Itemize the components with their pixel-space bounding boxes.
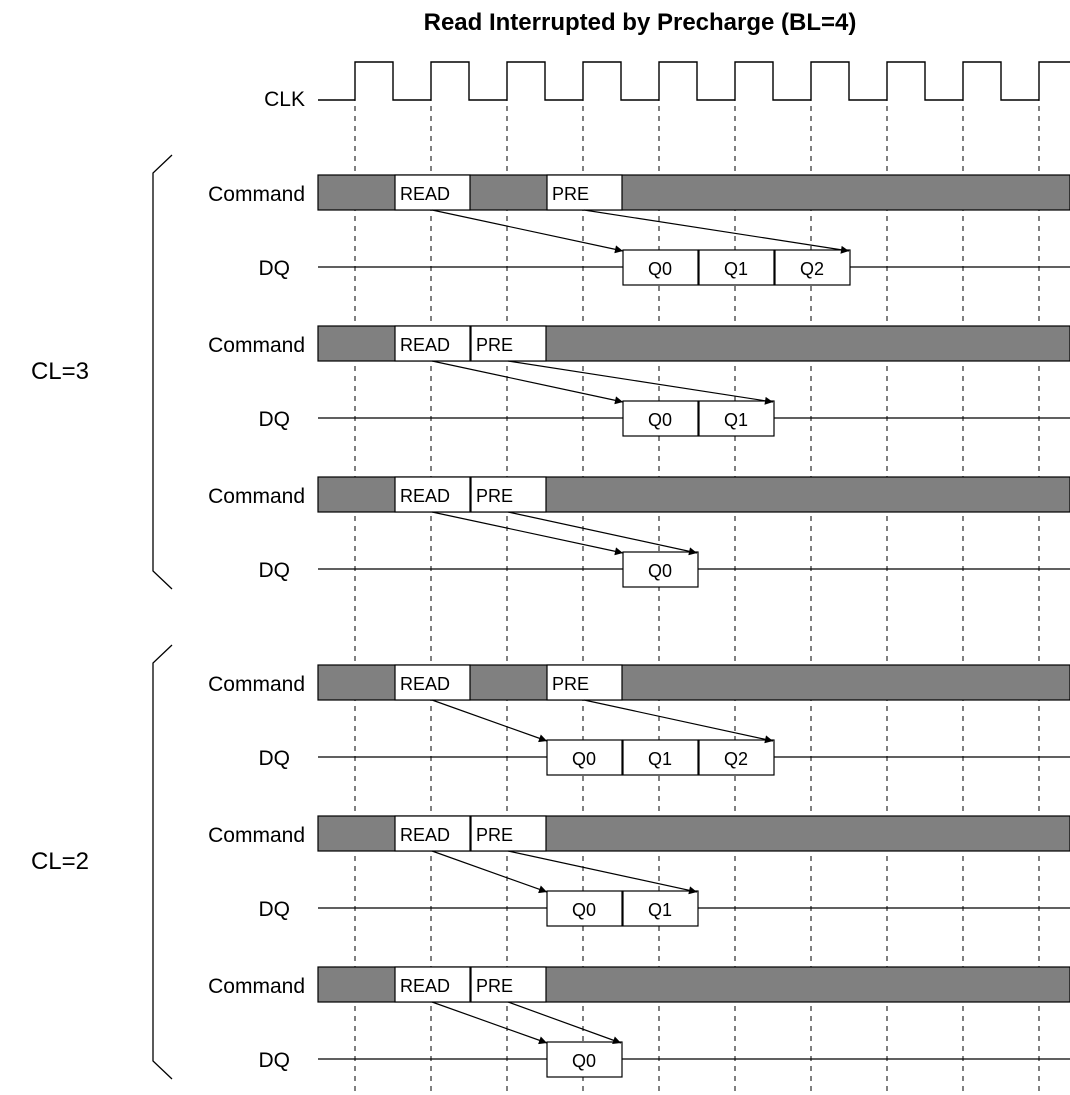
dq-data-text: Q0 (572, 749, 596, 769)
dq-data-box (622, 400, 699, 437)
clock-signal: CLK (264, 61, 1070, 111)
dq-data-text: Q0 (572, 1051, 596, 1071)
command-pre-text: PRE (476, 335, 513, 355)
dq-data-text: Q1 (648, 900, 672, 920)
precharge-arrow (583, 209, 850, 254)
command-pre-text: PRE (552, 674, 589, 694)
cl-group: CL=2 Command DQ READ PRE Q0 Q1 Q2 Command DQ READ P… (31, 644, 1070, 1080)
command-read-text: READ (400, 486, 450, 506)
cl-label: CL=3 (31, 358, 89, 385)
dq-data-box (698, 249, 775, 286)
dq-data-box (698, 739, 775, 776)
timing-row: Command DQ READ PRE Q0 Q1 (208, 325, 1070, 437)
read-latency-arrow (431, 209, 624, 254)
dq-data-box (546, 739, 623, 776)
command-pre-box (470, 966, 547, 1003)
command-label: Command (208, 673, 305, 696)
read-latency-arrow (431, 360, 624, 405)
command-read-text: READ (400, 674, 450, 694)
dq-data-box (698, 400, 775, 437)
command-pre-text: PRE (476, 976, 513, 996)
command-read-text: READ (400, 184, 450, 204)
precharge-arrow (507, 1001, 622, 1045)
read-latency-arrow (431, 699, 548, 743)
dq-data-text: Q2 (724, 749, 748, 769)
dq-data-box (622, 739, 699, 776)
timing-row: Command DQ READ PRE Q0 Q1 Q2 (208, 174, 1070, 286)
dq-data-text: Q0 (648, 410, 672, 430)
dq-label: DQ (259, 408, 291, 431)
command-pre-text: PRE (552, 184, 589, 204)
command-read-text: READ (400, 335, 450, 355)
read-latency-arrow (431, 511, 624, 556)
cl-group: CL=3 Command DQ READ PRE Q0 Q1 Q2 Command DQ READ P… (31, 154, 1070, 590)
command-label: Command (208, 183, 305, 206)
command-read-text: READ (400, 825, 450, 845)
dq-data-text: Q0 (572, 900, 596, 920)
timing-row: Command DQ READ PRE Q0 (208, 476, 1070, 588)
command-label: Command (208, 334, 305, 357)
dq-data-text: Q2 (800, 259, 824, 279)
precharge-arrow (507, 360, 774, 405)
precharge-arrow (583, 699, 774, 744)
precharge-arrow (507, 850, 698, 895)
command-label: Command (208, 975, 305, 998)
timing-row: Command DQ READ PRE Q0 (208, 966, 1070, 1078)
command-label: Command (208, 485, 305, 508)
read-latency-arrow (431, 850, 548, 894)
dq-data-box (622, 249, 699, 286)
timing-row: Command DQ READ PRE Q0 Q1 (208, 815, 1070, 927)
clk-label: CLK (264, 88, 305, 111)
dq-data-box (622, 890, 699, 927)
timing-row: Command DQ READ PRE Q0 Q1 Q2 (208, 664, 1070, 776)
command-read-box (394, 664, 471, 701)
command-pre-box (470, 815, 547, 852)
command-pre-box (546, 664, 623, 701)
dq-data-box (546, 1041, 623, 1078)
dq-label: DQ (259, 257, 291, 280)
command-pre-text: PRE (476, 825, 513, 845)
command-pre-box (470, 476, 547, 513)
cl-label: CL=2 (31, 848, 89, 875)
dq-data-text: Q1 (724, 259, 748, 279)
clk-waveform (318, 61, 1070, 101)
dq-label: DQ (259, 559, 291, 582)
dq-label: DQ (259, 1049, 291, 1072)
precharge-arrow (507, 511, 698, 556)
dq-data-box (546, 890, 623, 927)
dq-data-text: Q0 (648, 259, 672, 279)
dq-label: DQ (259, 747, 291, 770)
group-brace (152, 644, 173, 1080)
dq-data-text: Q0 (648, 561, 672, 581)
command-read-text: READ (400, 976, 450, 996)
dq-label: DQ (259, 898, 291, 921)
command-label: Command (208, 824, 305, 847)
dq-data-text: Q1 (724, 410, 748, 430)
dq-data-text: Q1 (648, 749, 672, 769)
timing-groups: CL=3 Command DQ READ PRE Q0 Q1 Q2 Command DQ READ P… (31, 154, 1070, 1080)
diagram-title: Read Interrupted by Precharge (BL=4) (424, 9, 857, 36)
group-brace (152, 154, 173, 590)
dq-data-box (774, 249, 851, 286)
command-pre-text: PRE (476, 486, 513, 506)
read-latency-arrow (431, 1001, 548, 1045)
command-read-box (394, 174, 471, 211)
command-read-box (394, 325, 471, 362)
dq-data-box (622, 551, 699, 588)
command-read-box (394, 966, 471, 1003)
